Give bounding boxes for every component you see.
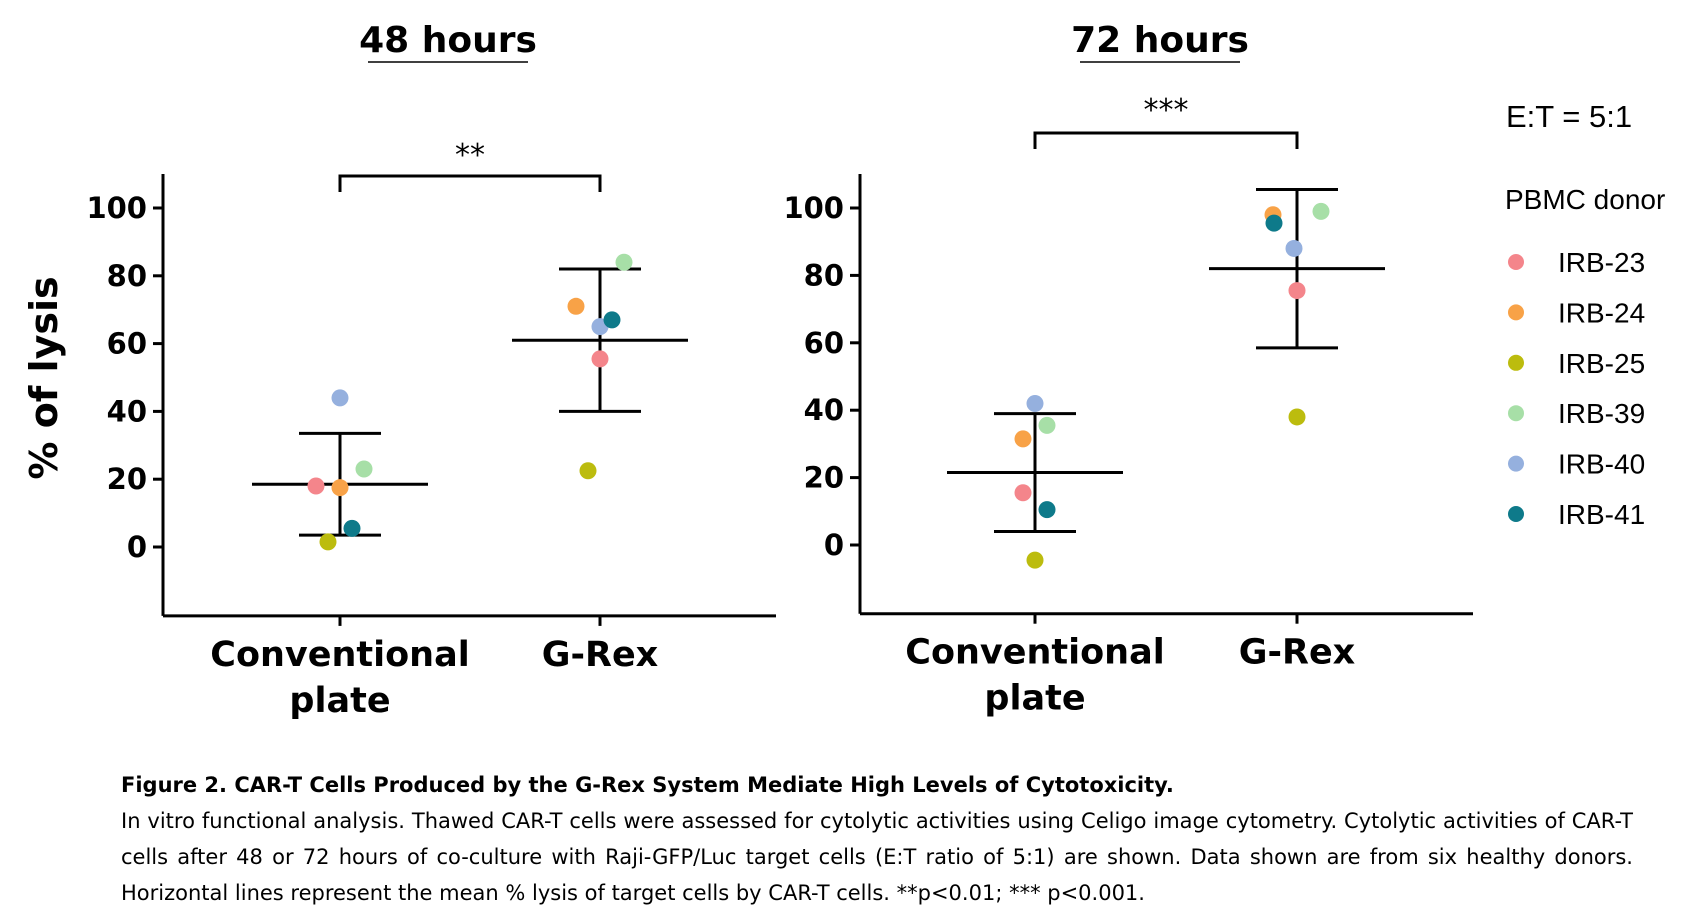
significance-bracket bbox=[1033, 131, 1299, 149]
data-point-irb-41 bbox=[603, 311, 621, 329]
data-point-irb-24 bbox=[331, 479, 349, 497]
significance-stars: *** bbox=[1144, 93, 1189, 128]
legend: E:T = 5:1 PBMC donor IRB-23 IRB-24 IRB-25 IRB… bbox=[1505, 99, 1665, 530]
data-point-irb-40 bbox=[1026, 394, 1044, 412]
data-point-irb-41 bbox=[343, 519, 361, 537]
data-point-irb-25 bbox=[579, 462, 597, 480]
x-category-label: G-Rex bbox=[542, 635, 659, 675]
data-point-irb-41 bbox=[1038, 501, 1056, 519]
chart-panel-2: 72 hours 0 20 40 60 80 100 Conventional plate G-R… bbox=[783, 20, 1473, 719]
y-tick-label: 100 bbox=[86, 191, 147, 225]
legend-label: IRB-24 bbox=[1558, 297, 1645, 328]
chart-title: 72 hours bbox=[1071, 20, 1249, 61]
data-point-irb-24 bbox=[1014, 430, 1032, 448]
data-point-irb-39 bbox=[355, 460, 373, 478]
data-point-irb-23 bbox=[591, 350, 609, 368]
y-tick-label: 80 bbox=[107, 259, 147, 293]
y-tick-label: 40 bbox=[804, 393, 844, 427]
x-category-label: G-Rex bbox=[1239, 633, 1356, 673]
y-tick-label: 60 bbox=[804, 326, 844, 360]
legend-title: PBMC donor bbox=[1505, 184, 1665, 215]
significance-stars: ** bbox=[455, 138, 485, 173]
y-axis-label: % of lysis bbox=[22, 276, 66, 479]
legend-swatch bbox=[1508, 254, 1524, 270]
et-ratio-label: E:T = 5:1 bbox=[1506, 99, 1632, 134]
legend-swatch bbox=[1508, 354, 1524, 371]
caption-title: Figure 2. CAR-T Cells Produced by the G-… bbox=[121, 773, 1174, 797]
data-point-irb-23 bbox=[1014, 484, 1032, 502]
chart-panel-1: 48 hours 0 20 40 60 80 100 Conventional plate G-R… bbox=[22, 20, 776, 721]
data-point-irb-40 bbox=[1285, 239, 1303, 257]
legend-swatch bbox=[1508, 455, 1524, 472]
legend-swatch bbox=[1508, 405, 1524, 422]
y-tick-label: 20 bbox=[804, 461, 844, 495]
data-point-irb-25 bbox=[1026, 551, 1044, 569]
legend-label: IRB-39 bbox=[1558, 398, 1645, 429]
legend-label: IRB-25 bbox=[1558, 348, 1645, 379]
y-tick-label: 60 bbox=[107, 327, 147, 361]
data-point-irb-23 bbox=[1288, 282, 1306, 300]
y-tick-label: 100 bbox=[783, 191, 844, 225]
legend-label: IRB-41 bbox=[1558, 499, 1645, 530]
chart-title: 48 hours bbox=[359, 20, 537, 61]
data-point-irb-39 bbox=[1312, 202, 1330, 220]
legend-label: IRB-40 bbox=[1558, 449, 1645, 480]
data-point-irb-24 bbox=[567, 297, 585, 315]
figure-charts: 48 hours 0 20 40 60 80 100 Conventional plate G-R… bbox=[22, 20, 1665, 721]
y-tick-label: 0 bbox=[127, 530, 147, 564]
data-point-irb-39 bbox=[615, 253, 633, 271]
y-tick-label: 20 bbox=[107, 462, 147, 496]
significance-bracket bbox=[338, 174, 602, 192]
data-point-irb-25 bbox=[319, 533, 337, 551]
data-point-irb-23 bbox=[307, 477, 325, 495]
y-tick-label: 40 bbox=[107, 394, 147, 428]
legend-swatch bbox=[1508, 304, 1524, 321]
caption-body: In vitro functional analysis. Thawed CAR… bbox=[121, 809, 1633, 905]
legend-swatch bbox=[1508, 506, 1524, 522]
y-tick-label: 0 bbox=[824, 528, 844, 562]
x-category-label: Conventional plate bbox=[210, 635, 469, 721]
data-point-irb-40 bbox=[331, 389, 349, 407]
data-point-irb-25 bbox=[1288, 408, 1306, 426]
y-tick-label: 80 bbox=[804, 258, 844, 292]
data-point-irb-41 bbox=[1265, 214, 1283, 232]
legend-label: IRB-23 bbox=[1558, 247, 1645, 278]
data-point-irb-39 bbox=[1038, 416, 1056, 434]
x-category-label: Conventional plate bbox=[905, 633, 1164, 719]
figure-caption: Figure 2. CAR-T Cells Produced by the G-… bbox=[121, 767, 1633, 911]
